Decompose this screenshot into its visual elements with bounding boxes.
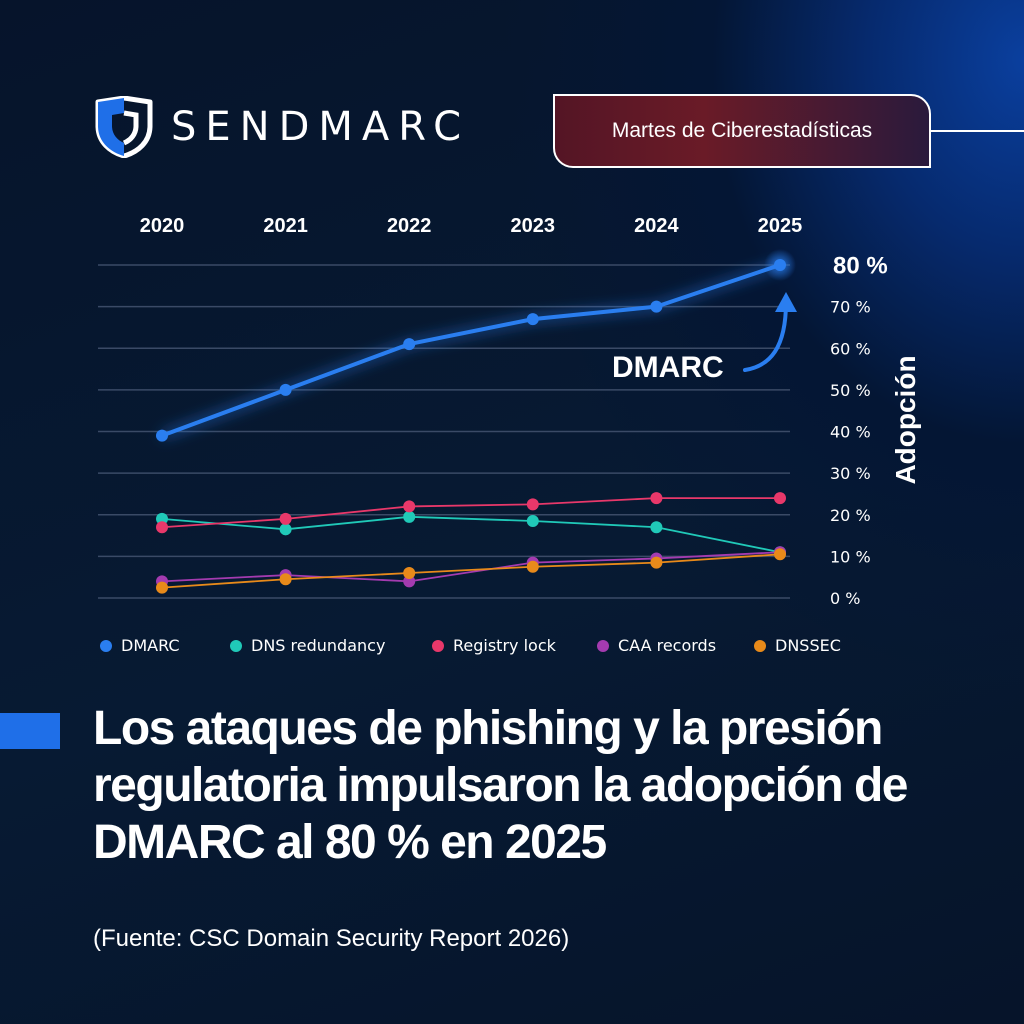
series-registry-lock <box>156 492 786 534</box>
series-line-dns-redundancy <box>161 515 781 554</box>
x-tick-label: 2024 <box>634 215 679 237</box>
legend-item: DNSSEC <box>754 636 841 655</box>
annotation-arrow <box>743 300 788 372</box>
legend-swatch <box>100 639 112 652</box>
badge-label: Martes de Ciberestadísticas <box>611 119 873 142</box>
y-tick-label: 20 % <box>830 506 871 525</box>
series-line-dnssec <box>161 553 781 589</box>
data-point-dmarc <box>526 313 539 326</box>
data-point-dmarc <box>403 338 416 351</box>
data-point-registry-lock <box>156 521 168 534</box>
shield-icon <box>95 96 153 158</box>
legend-label: DMARC <box>121 636 180 655</box>
data-point-dnssec <box>156 581 168 594</box>
annotation-label: DMARC <box>612 351 724 384</box>
legend-swatch <box>754 639 766 652</box>
y-tick-label: 80 % <box>833 252 888 279</box>
y-tick-label: 70 % <box>830 298 871 317</box>
y-tick-label: 10 % <box>830 547 871 566</box>
legend-label: Registry lock <box>453 636 556 655</box>
data-point-dnssec <box>279 573 292 586</box>
series-line-caa-records <box>161 551 781 583</box>
legend-label: DNSSEC <box>775 636 841 655</box>
source-citation: (Fuente: CSC Domain Security Report 2026… <box>93 925 570 952</box>
legend-swatch <box>230 639 242 652</box>
x-tick-label: 2023 <box>511 215 556 237</box>
data-point-dns-redundancy <box>279 523 292 536</box>
x-tick-label: 2020 <box>140 215 185 237</box>
data-point-registry-lock <box>279 512 292 525</box>
headline: Los ataques de phishing y la presión reg… <box>93 702 908 869</box>
data-point-dnssec <box>650 556 663 569</box>
data-point-dns-redundancy <box>526 514 539 527</box>
data-point-registry-lock <box>403 500 416 513</box>
chart-legend: DMARC DNS redundancy Registry lock CAA reco… <box>0 636 1024 656</box>
legend-label: CAA records <box>618 636 717 655</box>
y-tick-label: 0 % <box>830 589 860 608</box>
brand-name: SENDMARC <box>171 104 470 150</box>
annotation-arrowhead <box>775 292 797 312</box>
legend-swatch <box>597 639 609 652</box>
x-tick-label: 2021 <box>263 215 308 237</box>
legend-item: CAA records <box>597 636 716 655</box>
brand-logo: SENDMARC <box>95 96 470 158</box>
y-tick-label: 40 % <box>830 423 871 442</box>
data-point-registry-lock <box>774 492 786 505</box>
x-tick-label: 2025 <box>758 215 803 237</box>
badge-divider <box>931 130 1024 132</box>
data-point-dnssec <box>526 560 539 573</box>
series-badge: Martes de Ciberestadísticas <box>553 94 931 168</box>
data-point-registry-lock <box>526 498 539 511</box>
headline-accent-bar <box>0 713 60 749</box>
series-dmarc <box>156 249 796 442</box>
series-dns-redundancy <box>156 510 786 559</box>
y-tick-label: 30 % <box>830 464 871 483</box>
series-dnssec <box>156 548 786 594</box>
data-point-dmarc <box>279 383 292 396</box>
x-tick-label: 2022 <box>387 215 432 237</box>
data-point-registry-lock <box>650 492 663 505</box>
legend-item: DNS redundancy <box>230 636 385 655</box>
data-point-dns-redundancy <box>650 521 663 534</box>
y-tick-label: 50 % <box>830 381 871 400</box>
data-point-dmarc <box>774 259 786 271</box>
y-tick-label: 60 % <box>830 339 871 358</box>
data-point-dnssec <box>774 548 786 561</box>
data-point-dns-redundancy <box>403 510 416 523</box>
y-axis-label: Adopción <box>890 355 921 484</box>
adoption-line-chart: 2020 2021 2022 2023 2024 2025 0 % 10 % 20 % 30 %… <box>98 215 921 608</box>
data-point-dnssec <box>403 567 416 580</box>
legend-item: Registry lock <box>432 636 556 655</box>
data-point-dmarc <box>650 300 663 313</box>
data-point-dns-redundancy <box>156 512 168 525</box>
legend-swatch <box>432 639 444 652</box>
legend-item: DMARC <box>100 636 180 655</box>
series-line-registry-lock <box>161 497 780 529</box>
data-point-dmarc <box>156 429 168 442</box>
data-point-caa-records <box>403 575 416 588</box>
legend-label: DNS redundancy <box>251 636 386 655</box>
series-line-dmarc <box>161 263 781 438</box>
